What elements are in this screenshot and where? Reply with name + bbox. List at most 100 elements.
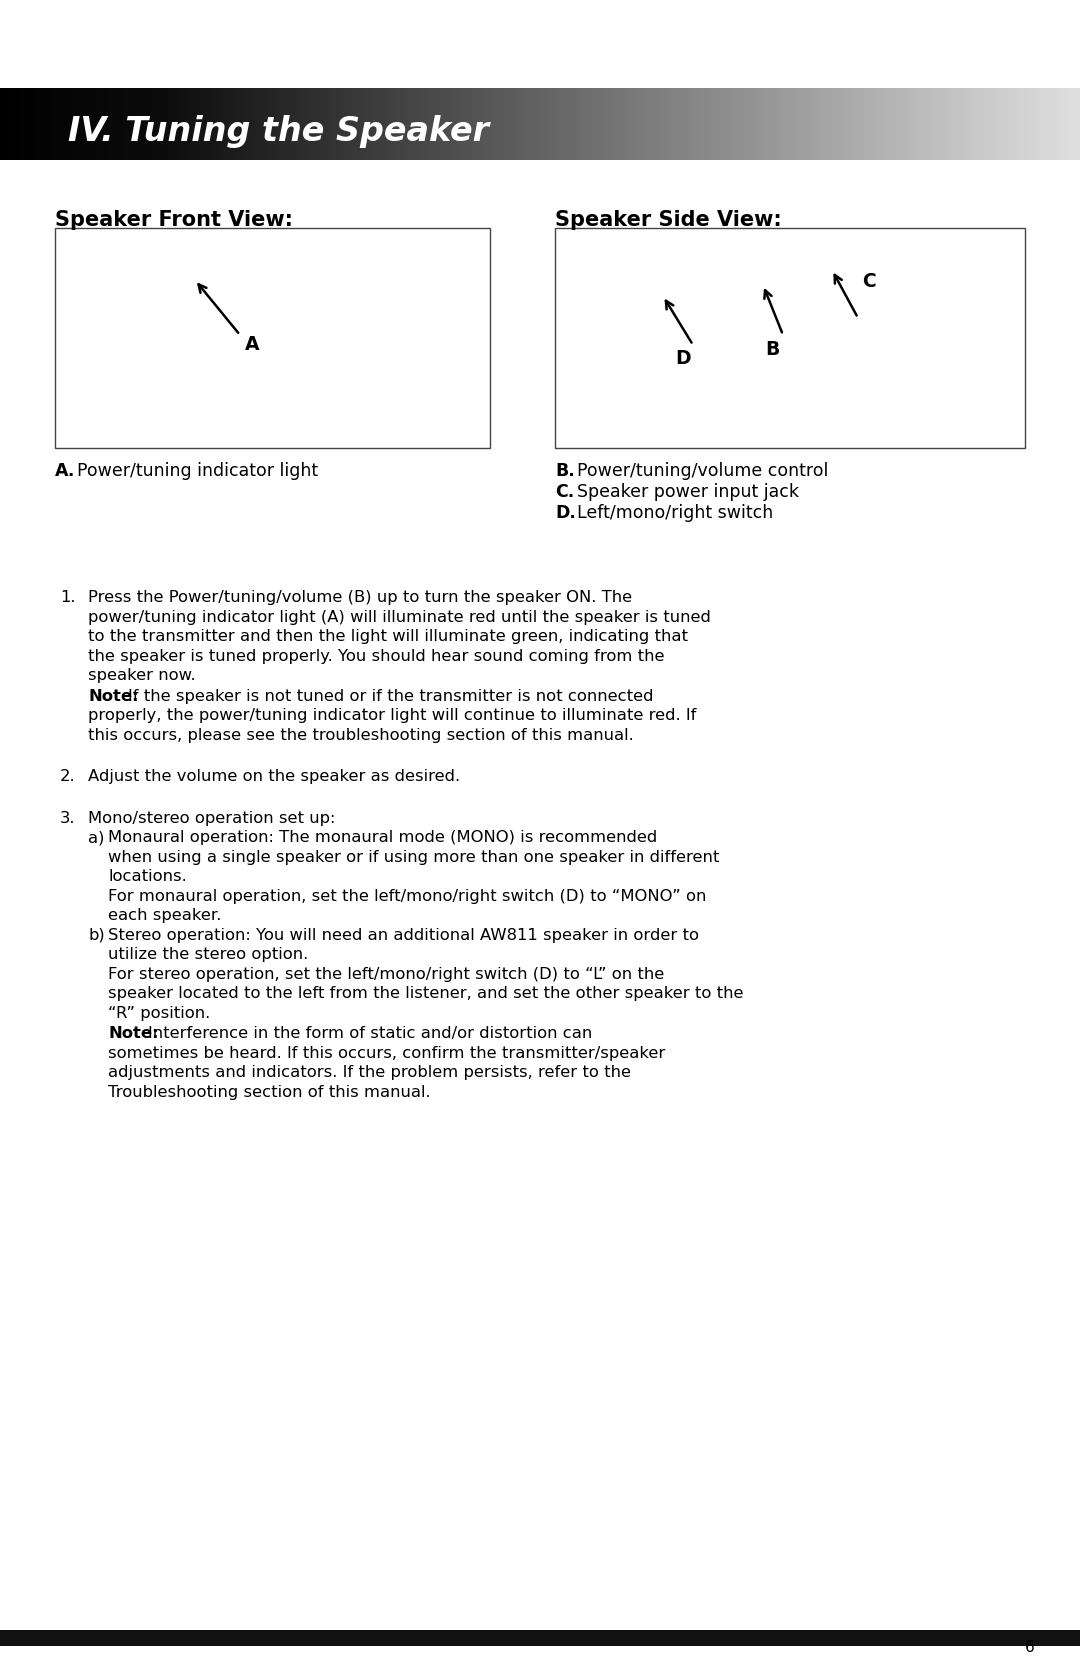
Bar <box>748 88 753 160</box>
Bar <box>234 88 238 160</box>
Bar <box>1058 88 1062 160</box>
Bar <box>137 88 140 160</box>
Bar <box>680 88 684 160</box>
Bar <box>518 88 522 160</box>
Bar <box>691 88 694 160</box>
Bar <box>832 88 835 160</box>
Bar <box>551 88 554 160</box>
Bar <box>392 88 396 160</box>
Bar <box>273 88 278 160</box>
Bar <box>302 88 306 160</box>
Bar <box>11 88 14 160</box>
Bar <box>440 88 443 160</box>
Bar <box>548 88 551 160</box>
Bar <box>645 88 648 160</box>
Text: For stereo operation, set the left/mono/right switch (D) to “L” on the: For stereo operation, set the left/mono/… <box>108 966 664 981</box>
Bar <box>921 88 926 160</box>
Bar <box>310 88 313 160</box>
Bar <box>713 88 716 160</box>
Bar <box>1072 88 1077 160</box>
Bar <box>677 88 680 160</box>
Bar <box>346 88 349 160</box>
Bar <box>370 88 375 160</box>
Bar <box>162 88 165 160</box>
Bar <box>306 88 310 160</box>
Bar <box>1018 88 1023 160</box>
Text: locations.: locations. <box>108 870 187 885</box>
Bar <box>122 88 126 160</box>
Bar <box>79 88 83 160</box>
Bar <box>165 88 170 160</box>
Bar <box>278 88 281 160</box>
Bar <box>626 88 630 160</box>
Bar <box>62 88 65 160</box>
Bar <box>76 88 79 160</box>
Bar <box>515 88 518 160</box>
Text: the speaker is tuned properly. You should hear sound coming from the: the speaker is tuned properly. You shoul… <box>87 649 664 664</box>
Bar <box>191 88 194 160</box>
Text: Speaker power input jack: Speaker power input jack <box>577 482 799 501</box>
Bar <box>8 88 11 160</box>
Bar <box>882 88 886 160</box>
Bar <box>915 88 918 160</box>
Bar <box>29 88 32 160</box>
Bar <box>796 88 799 160</box>
Text: Interference in the form of static and/or distortion can: Interference in the form of static and/o… <box>148 1026 592 1041</box>
Bar <box>1023 88 1026 160</box>
Bar <box>443 88 446 160</box>
Bar <box>688 88 691 160</box>
Bar <box>619 88 623 160</box>
Bar <box>241 88 245 160</box>
Bar <box>651 88 656 160</box>
Bar <box>55 229 490 447</box>
Bar <box>105 88 108 160</box>
Bar <box>342 88 346 160</box>
Bar <box>975 88 980 160</box>
Bar <box>375 88 378 160</box>
Bar <box>313 88 316 160</box>
Bar <box>555 229 1025 447</box>
Bar <box>807 88 810 160</box>
Bar <box>788 88 792 160</box>
Bar <box>316 88 321 160</box>
Bar <box>958 88 961 160</box>
Bar <box>828 88 832 160</box>
Bar <box>486 88 489 160</box>
Bar <box>983 88 986 160</box>
Bar <box>910 88 915 160</box>
Bar <box>335 88 338 160</box>
Bar <box>907 88 910 160</box>
Bar <box>785 88 788 160</box>
Bar <box>878 88 882 160</box>
Bar <box>148 88 151 160</box>
Bar <box>299 88 302 160</box>
Bar <box>457 88 461 160</box>
Bar <box>43 88 46 160</box>
Bar <box>846 88 850 160</box>
Bar <box>111 88 116 160</box>
Bar <box>1034 88 1037 160</box>
Bar <box>623 88 626 160</box>
Bar <box>421 88 424 160</box>
Bar <box>364 88 367 160</box>
Bar <box>1037 88 1040 160</box>
Bar <box>238 88 241 160</box>
Bar <box>940 88 943 160</box>
Bar <box>886 88 889 160</box>
Text: Left/mono/right switch: Left/mono/right switch <box>577 504 773 522</box>
Bar <box>961 88 964 160</box>
Bar <box>25 88 29 160</box>
Bar <box>216 88 219 160</box>
Bar <box>154 88 159 160</box>
Bar <box>565 88 569 160</box>
Bar <box>288 88 292 160</box>
Bar <box>54 88 57 160</box>
Bar <box>94 88 97 160</box>
Bar <box>950 88 954 160</box>
Bar <box>468 88 472 160</box>
Text: A.: A. <box>55 462 76 481</box>
Bar <box>662 88 666 160</box>
Bar <box>554 88 558 160</box>
Bar <box>969 88 972 160</box>
Text: Stereo operation: You will need an additional AW811 speaker in order to: Stereo operation: You will need an addit… <box>108 928 699 943</box>
